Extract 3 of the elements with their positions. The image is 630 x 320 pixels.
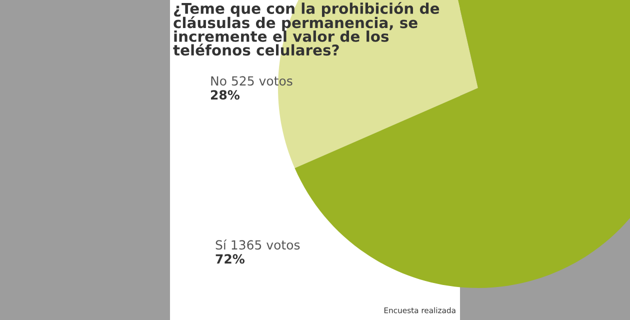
data-label: 28% [210, 90, 240, 100]
data-label: 72% [216, 254, 245, 264]
slice-label: Sí 1365 votos [216, 239, 300, 250]
